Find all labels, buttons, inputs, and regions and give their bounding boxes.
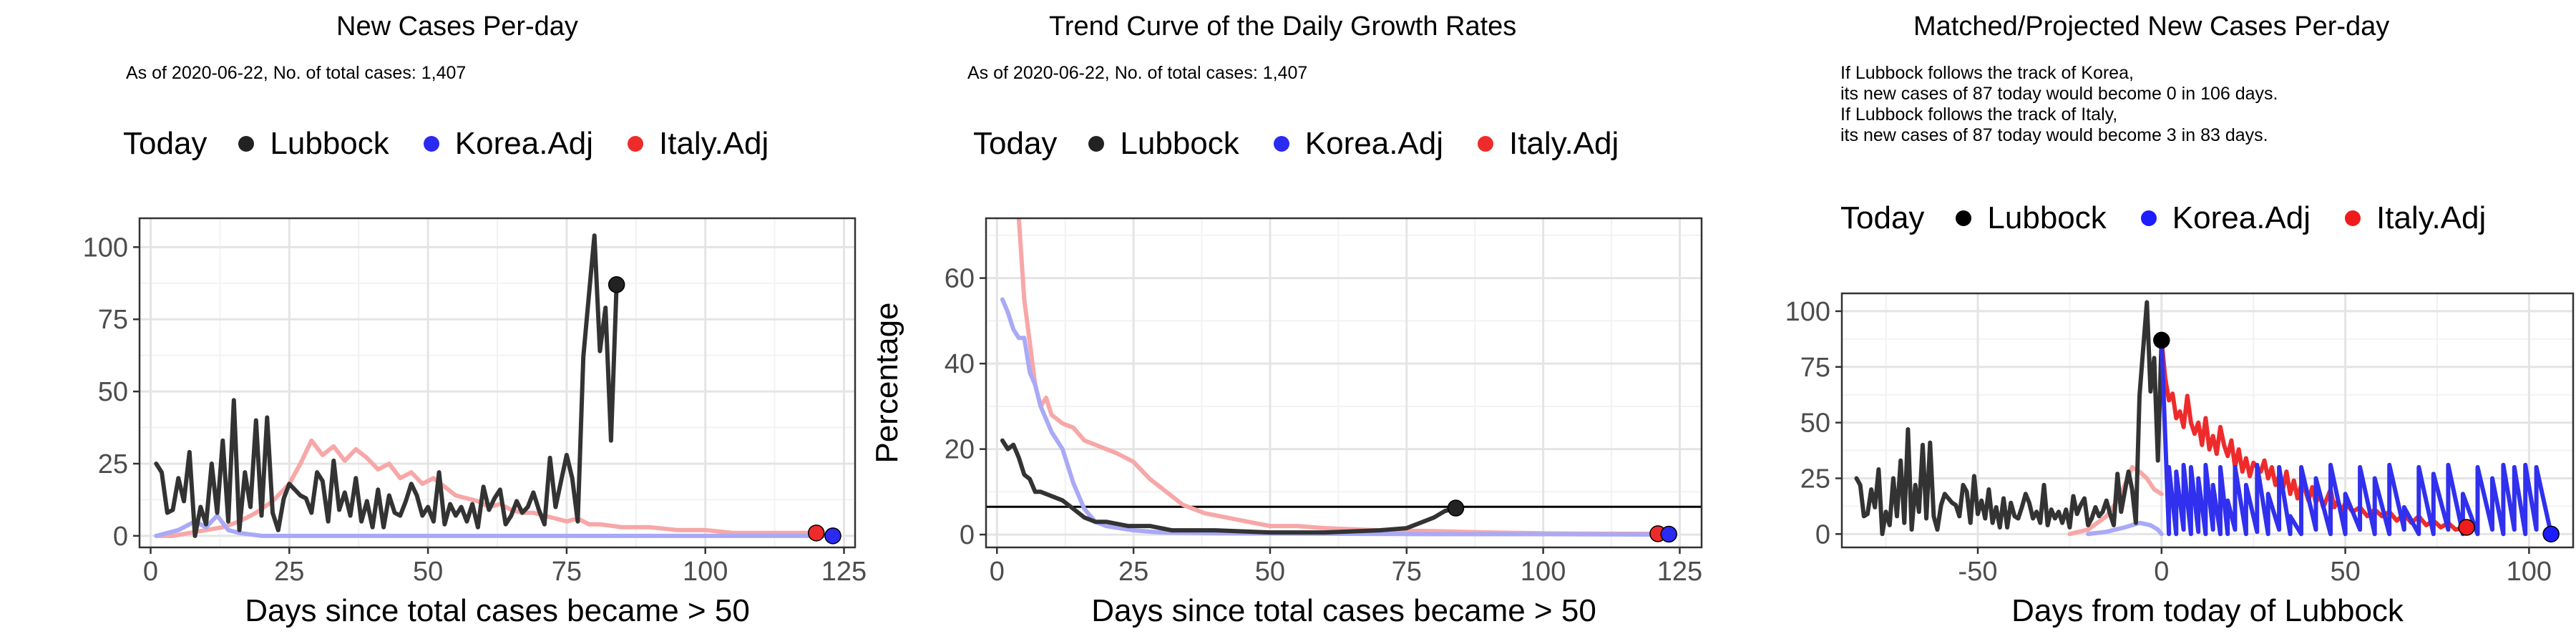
series-line-italy-adj: [1016, 218, 1655, 536]
today-point-lubbock: [1447, 499, 1465, 517]
chart-title: Trend Curve of the Daily Growth Rates: [1049, 11, 1517, 42]
y-tick-label: 75: [98, 305, 128, 335]
today-point-korea-adj: [824, 527, 841, 545]
today-point-italy-adj: [807, 525, 825, 542]
x-tick-label: 100: [683, 557, 728, 587]
y-tick-label: 0: [1815, 519, 1830, 550]
plot-border: [985, 217, 1703, 549]
y-tick-label: 100: [83, 233, 128, 263]
y-tick-label: 40: [945, 349, 975, 379]
legend-dot-korea: [1273, 136, 1289, 152]
today-point-lubbock: [608, 276, 625, 293]
legend-dot-italy: [1478, 136, 1494, 152]
chart-legend: Today Lubbock Korea.Adj Italy.Adj: [123, 126, 803, 162]
x-axis-title: Days since total cases became > 50: [245, 593, 750, 628]
x-tick-label: 0: [2154, 557, 2169, 587]
gridlines: [986, 218, 1702, 547]
chart-subtitle: As of 2020-06-22, No. of total cases: 1,…: [967, 63, 1308, 83]
chart-panel-projected: Matched/Projected New Cases Per-day If L…: [1717, 0, 2576, 644]
series-line-korea-adj: [1000, 297, 1672, 537]
x-axis-title: Days from today of Lubbock: [2011, 593, 2404, 628]
plot-projected-cases: -50 0 50 100 0 25 50 75 100 Days from today of Lu…: [1785, 292, 2575, 628]
annotation-line-3: If Lubbock follows the track of Italy,: [1840, 104, 2118, 125]
chart-legend: Today Lubbock Korea.Adj Italy.Adj: [1840, 200, 2520, 236]
legend-title: Today: [1840, 200, 1925, 235]
y-tick-label: 25: [1800, 464, 1830, 494]
legend-dot-lubbock: [1956, 210, 1972, 226]
legend-label-korea: Korea.Adj: [1304, 126, 1444, 161]
x-tick-label: 75: [552, 557, 582, 587]
legend-dot-korea: [2140, 210, 2157, 226]
chart-legend: Today Lubbock Korea.Adj Italy.Adj: [973, 126, 1653, 162]
legend-dot-italy: [628, 136, 644, 152]
x-tick-label: 125: [821, 557, 867, 587]
y-tick-label: 0: [960, 520, 975, 550]
x-tick-label: 50: [1255, 557, 1285, 587]
annotation-line-1: If Lubbock follows the track of Korea,: [1840, 63, 2134, 83]
y-tick-label: 100: [1785, 297, 1830, 327]
x-tick-label: 100: [1521, 557, 1566, 587]
chart-title: Matched/Projected New Cases Per-day: [1913, 11, 2390, 42]
series-line-italy-adj: [154, 438, 819, 538]
series-line-lubbock: [1854, 300, 2164, 537]
legend-label-lubbock: Lubbock: [270, 126, 389, 161]
legend-label-italy: Italy.Adj: [1509, 126, 1619, 161]
plot-border: [138, 217, 857, 549]
legend-dot-lubbock: [238, 136, 255, 152]
legend-label-lubbock: Lubbock: [1120, 126, 1239, 161]
x-tick-label: 25: [274, 557, 304, 587]
x-tick-label: 75: [1392, 557, 1422, 587]
plot-growth-rates: 0 25 50 75 100 125 0 20 40 60 Days since total cas…: [869, 217, 1703, 628]
y-axis-title: Percentage: [869, 302, 904, 463]
series-group: [1000, 218, 1672, 537]
x-tick-label: 0: [990, 557, 1005, 587]
y-tick-label: 20: [945, 435, 975, 465]
chart-subtitle: As of 2020-06-22, No. of total cases: 1,…: [126, 63, 467, 83]
legend-dot-lubbock: [1088, 136, 1105, 152]
y-tick-label: 0: [113, 522, 128, 552]
legend-label-italy: Italy.Adj: [659, 126, 769, 161]
series-line-lubbock: [1000, 438, 1458, 535]
chart-panel-new-cases: New Cases Per-day As of 2020-06-22, No. …: [0, 0, 867, 644]
x-axis-title: Days since total cases became > 50: [1091, 593, 1596, 628]
x-tick-label: 50: [2330, 557, 2360, 587]
today-point-italy-adj: [2458, 519, 2475, 536]
x-tick-label: 125: [1657, 557, 1702, 587]
x-tick-label: 50: [413, 557, 443, 587]
legend-label-korea: Korea.Adj: [2172, 200, 2311, 235]
y-tick-label: 25: [98, 449, 128, 479]
legend-title: Today: [973, 126, 1058, 161]
x-tick-label: 100: [2507, 557, 2552, 587]
y-tick-label: 50: [98, 377, 128, 407]
y-tick-label: 60: [945, 264, 975, 294]
annotation-line-2: its new cases of 87 today would become 0…: [1840, 84, 2278, 104]
plot-new-cases: 0 25 50 75 100 125 0 25 50 75 100 Days since total …: [83, 217, 867, 628]
today-point-korea-adj: [2542, 525, 2560, 543]
legend-label-lubbock: Lubbock: [1987, 200, 2107, 235]
y-tick-label: 75: [1800, 353, 1830, 383]
x-tick-label: 25: [1118, 557, 1148, 587]
series-line-korea-adj: [2159, 338, 2554, 537]
x-tick-label: -50: [1958, 557, 1998, 587]
series-line-korea-adj-matched: [2086, 520, 2164, 537]
x-tick-label: 0: [143, 557, 158, 587]
series-group: [1854, 300, 2554, 537]
today-point-lubbock: [2153, 331, 2170, 349]
legend-label-italy: Italy.Adj: [2376, 200, 2487, 235]
series-line-lubbock: [154, 233, 619, 538]
chart-panel-growth-rates: Trend Curve of the Daily Growth Rates As…: [859, 0, 1717, 644]
annotation-line-4: its new cases of 87 today would become 3…: [1840, 125, 2268, 145]
legend-title: Today: [123, 126, 208, 161]
legend-label-korea: Korea.Adj: [454, 126, 594, 161]
legend-dot-korea: [423, 136, 439, 152]
plot-border: [1840, 292, 2575, 549]
chart-title: New Cases Per-day: [336, 11, 578, 42]
series-group: [154, 233, 835, 538]
y-tick-label: 50: [1800, 409, 1830, 439]
legend-dot-italy: [2345, 210, 2361, 226]
today-point-korea-adj: [1660, 525, 1677, 543]
